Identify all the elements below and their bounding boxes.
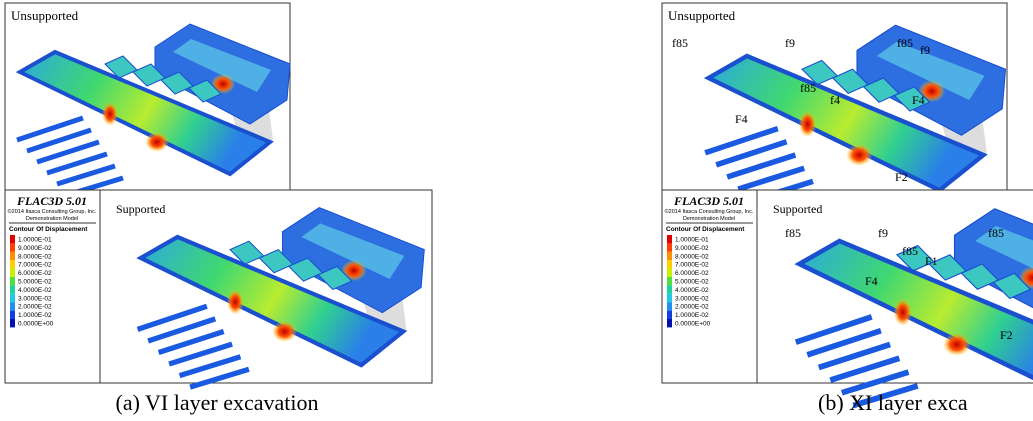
legend-swatch	[667, 294, 672, 302]
legend-label: 5.0000E-02	[18, 279, 52, 286]
legend-label: 8.0000E-02	[18, 253, 52, 260]
legend-swatch	[10, 285, 15, 293]
fault-label: f9	[920, 43, 930, 57]
legend-swatch	[667, 260, 672, 268]
fault-label: f9	[785, 36, 795, 50]
legend-swatch	[667, 235, 672, 243]
legend-label: 1.0000E-02	[675, 312, 709, 319]
legend-swatch	[10, 260, 15, 268]
legend-swatch	[10, 319, 15, 327]
legend-label: 0.0000E+00	[675, 321, 711, 328]
fault-label: F2	[895, 170, 908, 184]
fault-label: F4	[735, 112, 748, 126]
legend-software: FLAC3D 5.01	[673, 194, 744, 208]
legend-model: Demonstration Model	[26, 216, 78, 222]
legend-label: 9.0000E-02	[675, 245, 709, 252]
fault-label: F2	[1000, 328, 1013, 342]
hot-spot	[145, 132, 169, 152]
legend-title: Contour Of Displacement	[666, 226, 745, 233]
fault-label: F4	[912, 93, 925, 107]
panel: Unsupported Supported FLAC3D 5.01©2014 Ita…	[662, 3, 1033, 415]
view-label: Supported	[116, 202, 165, 216]
hot-spot	[102, 102, 118, 126]
hot-spot	[894, 299, 912, 327]
legend-swatch	[667, 302, 672, 310]
fault-label: f85	[785, 226, 801, 240]
hot-spot	[272, 321, 297, 342]
legend-label: 3.0000E-02	[18, 295, 52, 302]
legend-label: 2.0000E-02	[18, 304, 52, 311]
legend-swatch	[667, 243, 672, 251]
figure: UnsupportedSupportedFLAC3D 5.01©2014 Ita…	[0, 0, 1033, 421]
legend-swatch	[10, 277, 15, 285]
fault-label: f85	[902, 244, 918, 258]
fault-label: f85	[897, 36, 913, 50]
legend-swatch	[10, 311, 15, 319]
caption: (a) VI layer excavation	[116, 390, 319, 415]
legend-label: 4.0000E-02	[675, 287, 709, 294]
legend-software: FLAC3D 5.01	[16, 194, 87, 208]
fault-label: f9	[878, 226, 888, 240]
view-label: Supported	[773, 202, 822, 216]
legend-label: 0.0000E+00	[18, 321, 54, 328]
fault-label: f85	[672, 36, 688, 50]
legend-label: 5.0000E-02	[675, 279, 709, 286]
legend-copyright: ©2014 Itasca Consulting Group, Inc.	[665, 208, 754, 215]
view-label: Unsupported	[668, 8, 736, 23]
legend-label: 1.0000E-01	[18, 237, 52, 244]
legend-swatch	[667, 319, 672, 327]
legend-label: 3.0000E-02	[675, 295, 709, 302]
panel: Unsupported Supported FLAC3D 5.01©2014 Ita…	[5, 3, 432, 415]
legend-label: 7.0000E-02	[18, 262, 52, 269]
caption: (b) XI layer exca	[818, 390, 968, 415]
legend-label: 6.0000E-02	[18, 270, 52, 277]
legend-label: 1.0000E-02	[18, 312, 52, 319]
legend-label: 9.0000E-02	[18, 245, 52, 252]
legend-swatch	[10, 294, 15, 302]
legend-title: Contour Of Displacement	[9, 226, 88, 233]
hot-spot	[799, 111, 817, 137]
legend-label: 6.0000E-02	[675, 270, 709, 277]
hot-spot	[846, 144, 872, 166]
legend-swatch	[667, 311, 672, 319]
legend-swatch	[667, 277, 672, 285]
legend-label: 8.0000E-02	[675, 253, 709, 260]
legend-label: 4.0000E-02	[18, 287, 52, 294]
fault-label: f85	[988, 226, 1004, 240]
legend-swatch	[10, 302, 15, 310]
legend-label: 2.0000E-02	[675, 304, 709, 311]
legend-swatch	[10, 269, 15, 277]
hot-spot	[943, 333, 971, 356]
legend-model: Demonstration Model	[683, 216, 735, 222]
fault-label: f85	[800, 81, 816, 95]
fault-label: F1	[925, 254, 938, 268]
legend-label: 7.0000E-02	[675, 262, 709, 269]
view-label: Unsupported	[11, 8, 79, 23]
legend-copyright: ©2014 Itasca Consulting Group, Inc.	[8, 208, 97, 215]
legend-swatch	[10, 243, 15, 251]
legend-swatch	[667, 252, 672, 260]
hot-spot	[227, 290, 244, 315]
legend-swatch	[10, 235, 15, 243]
fault-label: F4	[865, 274, 878, 288]
legend-swatch	[667, 269, 672, 277]
legend-swatch	[10, 252, 15, 260]
legend-label: 1.0000E-01	[675, 237, 709, 244]
legend-swatch	[667, 285, 672, 293]
content: UnsupportedSupportedFLAC3D 5.01©2014 Ita…	[5, 3, 1033, 415]
fault-label: f4	[830, 93, 840, 107]
